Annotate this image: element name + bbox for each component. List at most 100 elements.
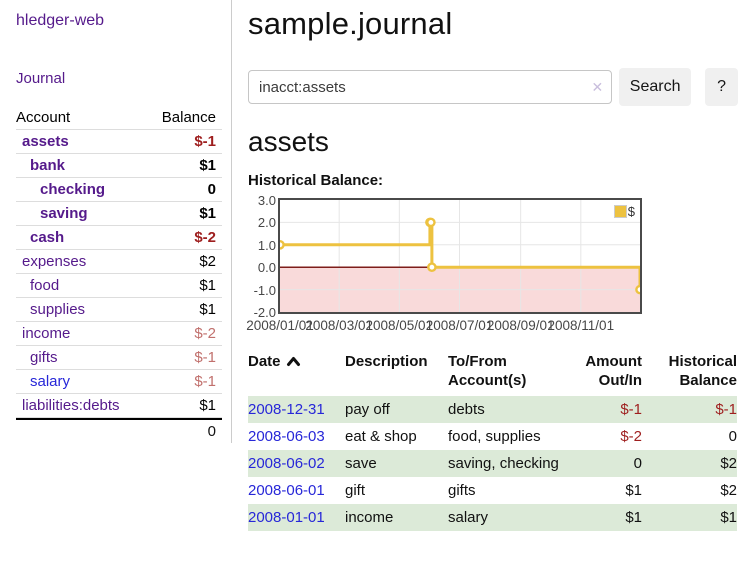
account-balance: $1 (199, 397, 216, 414)
account-link[interactable]: salary (30, 373, 71, 390)
account-row-saving: saving $1 (16, 202, 222, 226)
account-row-food: food $1 (16, 274, 222, 298)
x-tick-label: 2008/11/01 (547, 318, 615, 333)
chart-title: Historical Balance: (248, 172, 384, 189)
account-link[interactable]: gifts (30, 349, 58, 366)
transaction-accounts: debts (448, 401, 485, 418)
help-button[interactable]: ? (705, 68, 738, 106)
transaction-amount: $-2 (620, 428, 642, 445)
register-row: 2008-06-01 gift gifts $1 $2 (248, 477, 737, 504)
balance-column-header: Historical Balance (668, 353, 737, 389)
account-row-expenses: expenses $2 (16, 250, 222, 274)
account-row-salary: salary $-1 (16, 370, 222, 394)
y-tick-label: 1.0 (257, 237, 276, 253)
transaction-balance: $1 (720, 509, 737, 526)
transaction-description: gift (345, 482, 366, 499)
balance-column-header: Balance (161, 109, 216, 126)
account-row-supplies: supplies $1 (16, 298, 222, 322)
transaction-date-link[interactable]: 2008-06-01 (248, 482, 325, 499)
transaction-balance: $2 (720, 482, 737, 499)
legend-swatch-icon (613, 205, 627, 218)
account-link[interactable]: checking (40, 181, 106, 198)
account-row-gifts: gifts $-1 (16, 346, 222, 370)
sidebar-item-journal[interactable]: Journal (16, 70, 66, 87)
x-tick-label: 2008/05/01 (365, 318, 434, 333)
account-row-income: income $-2 (16, 322, 222, 346)
account-link[interactable]: supplies (30, 301, 86, 318)
account-balance: $-1 (194, 373, 216, 390)
x-tick-label: 2008/07/01 (425, 318, 494, 333)
account-balance: $-1 (194, 133, 216, 150)
chart-plot-area[interactable]: $ (278, 198, 642, 314)
account-row-assets: assets $-1 (16, 130, 222, 154)
account-balance: $-2 (194, 229, 216, 246)
account-balance: 0 (207, 181, 216, 198)
y-tick-label: 3.0 (257, 193, 276, 208)
transaction-description: income (345, 509, 394, 526)
transaction-amount: $-1 (620, 401, 642, 418)
transaction-description: pay off (345, 401, 390, 418)
account-row-liabilities-debts: liabilities:debts $1 (16, 394, 222, 418)
transaction-date-link[interactable]: 2008-06-02 (248, 455, 325, 472)
account-balance: $2 (199, 253, 216, 270)
legend-label: $ (627, 204, 635, 219)
account-balance: $1 (199, 205, 216, 222)
page-title: sample.journal (248, 6, 453, 41)
accounts-total-value: 0 (207, 423, 216, 440)
transaction-date-link[interactable]: 2008-12-31 (248, 401, 325, 418)
account-link[interactable]: bank (30, 157, 66, 174)
transaction-balance: 0 (728, 428, 737, 445)
transaction-balance: $-1 (715, 401, 737, 418)
account-balance: $1 (199, 157, 216, 174)
accounts-total-row: 0 (16, 418, 222, 443)
search-input[interactable] (248, 70, 613, 104)
account-row-checking: checking 0 (16, 178, 222, 202)
account-heading: assets (248, 126, 329, 157)
account-column-header: Account (16, 109, 71, 126)
x-tick-label: 2008/09/01 (486, 318, 555, 333)
transaction-amount: 0 (633, 455, 642, 472)
account-balance: $1 (199, 277, 216, 294)
transaction-accounts: saving, checking (448, 455, 559, 472)
transaction-amount: $1 (625, 482, 642, 499)
register-row: 2008-01-01 income salary $1 $1 (248, 504, 737, 531)
register-row: 2008-12-31 pay off debts $-1 $-1 (248, 396, 737, 423)
brand-link[interactable]: hledger-web (16, 12, 105, 29)
account-link[interactable]: income (22, 325, 71, 342)
register-row: 2008-06-02 save saving, checking 0 $2 (248, 450, 737, 477)
account-link[interactable]: expenses (22, 253, 87, 270)
main-content: sample.journal ✕ Search ? assets Histori… (246, 0, 738, 531)
account-row-cash: cash $-2 (16, 226, 222, 250)
transaction-balance: $2 (720, 455, 737, 472)
sort-ascending-icon (286, 357, 300, 366)
accounts-column-header: To/From Account(s) (448, 353, 527, 389)
date-column-header[interactable]: Date (248, 350, 345, 396)
transaction-description: eat & shop (345, 428, 417, 445)
search-button[interactable]: Search (619, 68, 692, 106)
x-tick-label: 2008/03/01 (305, 318, 373, 333)
transaction-accounts: gifts (448, 482, 476, 499)
transaction-date-link[interactable]: 2008-06-03 (248, 428, 325, 445)
account-link[interactable]: liabilities:debts (22, 397, 120, 414)
y-tick-label: 2.0 (257, 215, 276, 231)
account-link[interactable]: cash (30, 229, 65, 246)
account-link[interactable]: food (30, 277, 60, 294)
account-balance: $-2 (194, 325, 216, 342)
y-tick-label: 0.0 (257, 260, 276, 276)
clear-search-icon[interactable]: ✕ (591, 79, 604, 95)
account-balance: $-1 (194, 349, 216, 366)
transaction-date-link[interactable]: 2008-01-01 (248, 509, 325, 526)
account-link[interactable]: assets (22, 133, 69, 150)
amount-column-header: Amount Out/In (585, 353, 642, 389)
accounts-table-header: Account Balance (16, 106, 222, 130)
transaction-amount: $1 (625, 509, 642, 526)
search-box: ✕ (248, 70, 613, 106)
register-header-row: Date Description To/From Account(s) Amou… (248, 350, 737, 396)
x-tick-label: 2008/01/01 (246, 318, 314, 333)
account-link[interactable]: saving (40, 205, 88, 222)
y-tick-label: -1.0 (253, 282, 276, 298)
transaction-accounts: food, supplies (448, 428, 541, 445)
account-row-bank: bank $1 (16, 154, 222, 178)
register-row: 2008-06-03 eat & shop food, supplies $-2… (248, 423, 737, 450)
